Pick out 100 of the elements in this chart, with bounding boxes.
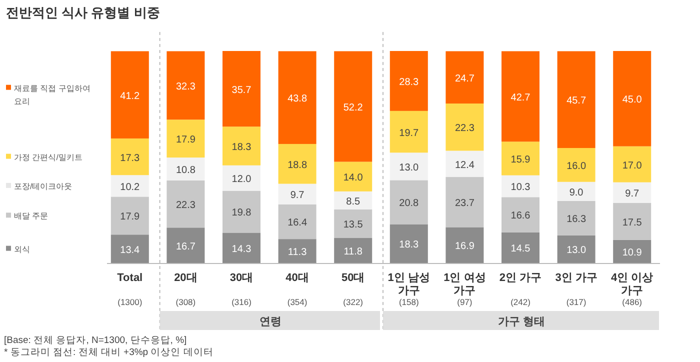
bar bbox=[613, 202, 652, 240]
data-label: 17.9 bbox=[176, 134, 196, 146]
bar bbox=[613, 240, 652, 263]
bar bbox=[390, 51, 428, 111]
bar bbox=[278, 239, 316, 263]
text: (486) bbox=[622, 297, 642, 307]
data-label: 11.3 bbox=[288, 247, 308, 258]
chart-title: 전반적인 식사 유형별 비중 bbox=[6, 5, 160, 20]
data-label: 24.7 bbox=[454, 73, 475, 84]
data-label: 9.7 bbox=[290, 190, 305, 202]
data-label: 20.8 bbox=[399, 198, 420, 210]
x-tick-label: 1인 남성 가구 bbox=[388, 272, 430, 297]
data-label: 17.3 bbox=[120, 152, 140, 164]
text: (354) bbox=[287, 297, 308, 307]
data-label: 14.5 bbox=[510, 244, 531, 255]
x-tick-label: 50대 bbox=[341, 272, 365, 284]
bar bbox=[110, 138, 149, 176]
bar bbox=[446, 177, 484, 228]
data-label: 19.7 bbox=[399, 128, 420, 139]
data-label: 17.0 bbox=[622, 160, 642, 172]
data-label: 15.9 bbox=[510, 154, 531, 166]
data-label: 35.7 bbox=[232, 84, 252, 96]
data-label: 16.7 bbox=[176, 241, 196, 252]
data-label: 23.7 bbox=[454, 198, 475, 210]
data-label: 17.5 bbox=[622, 217, 642, 228]
bar bbox=[334, 51, 372, 162]
data-label: 16.6 bbox=[510, 210, 531, 222]
bar bbox=[110, 234, 149, 263]
data-label: 13.0 bbox=[566, 245, 586, 256]
data-label: 16.0 bbox=[566, 160, 586, 172]
bar bbox=[446, 51, 484, 104]
bar bbox=[502, 175, 540, 198]
text: (158) bbox=[398, 297, 419, 307]
bar bbox=[502, 232, 540, 263]
text: (242) bbox=[510, 297, 531, 307]
bar bbox=[278, 204, 316, 240]
legend-label: 가정 간편식/밀키트 bbox=[14, 152, 82, 162]
data-label: 10.3 bbox=[510, 182, 531, 194]
data-label: 52.2 bbox=[343, 102, 364, 114]
bar bbox=[390, 224, 428, 263]
bar bbox=[166, 158, 205, 180]
data-label: 32.3 bbox=[176, 81, 196, 92]
data-label: 16.4 bbox=[288, 218, 308, 229]
data-label: 22.3 bbox=[454, 123, 475, 134]
data-label: 9.7 bbox=[625, 188, 640, 200]
data-label: 45.0 bbox=[622, 94, 642, 106]
data-label: 10.8 bbox=[176, 164, 196, 176]
bar bbox=[502, 51, 540, 142]
bar bbox=[222, 165, 260, 191]
bar bbox=[613, 146, 652, 182]
data-label: 16.9 bbox=[454, 241, 475, 252]
data-label: 13.0 bbox=[399, 162, 420, 174]
data-label: 9.0 bbox=[569, 187, 584, 198]
x-tick-label: Total bbox=[117, 272, 143, 284]
legend-label: 배달 주문 bbox=[14, 212, 48, 221]
bar bbox=[222, 51, 260, 127]
text: (316) bbox=[232, 297, 252, 307]
x-tick-label: 4인 이상 가구 bbox=[611, 272, 654, 297]
data-label: 16.3 bbox=[566, 214, 586, 226]
bar bbox=[110, 175, 149, 197]
data-label: 10.2 bbox=[120, 182, 140, 193]
data-label: 11.8 bbox=[344, 246, 363, 258]
bar bbox=[557, 51, 596, 148]
bar bbox=[110, 196, 149, 235]
bar bbox=[278, 184, 316, 204]
legend-label: 포장/테이크아웃 bbox=[14, 182, 72, 191]
bar bbox=[166, 51, 205, 120]
x-tick-label: 1인 여성 가구 bbox=[444, 272, 486, 297]
data-label: 14.3 bbox=[232, 244, 252, 255]
bar bbox=[390, 110, 428, 153]
text: * 동그라미 점선: 전체 대비 +3%p 이상인 데이터 bbox=[4, 347, 214, 358]
bar bbox=[390, 180, 428, 224]
bar bbox=[110, 51, 149, 138]
bar bbox=[222, 232, 260, 263]
text: (308) bbox=[176, 297, 196, 307]
data-label: 18.8 bbox=[288, 160, 308, 171]
x-tick-label: 40대 bbox=[286, 272, 309, 284]
bar bbox=[557, 200, 596, 236]
data-label: 43.8 bbox=[288, 94, 308, 105]
bar bbox=[166, 180, 205, 228]
x-tick-label: 30대 bbox=[230, 272, 254, 284]
bar bbox=[334, 238, 372, 263]
data-label: 8.5 bbox=[346, 196, 360, 208]
bar bbox=[557, 235, 596, 263]
text: (317) bbox=[566, 297, 586, 307]
text: [Base: 전체 응답자, N=1300, 단수응답, %] bbox=[4, 335, 187, 346]
legend-label: 재료를 직접 구입하여 요리 bbox=[14, 84, 90, 106]
bar bbox=[222, 126, 260, 166]
text: (322) bbox=[343, 297, 364, 307]
bar bbox=[446, 150, 484, 178]
text: (1300) bbox=[118, 297, 142, 307]
data-label: 19.8 bbox=[232, 208, 252, 219]
data-label: 42.7 bbox=[510, 92, 531, 104]
bar bbox=[166, 228, 205, 263]
bar bbox=[278, 51, 316, 144]
x-tick-label: 20대 bbox=[174, 272, 198, 284]
text: 가구 형태 bbox=[498, 316, 546, 328]
data-label: 12.0 bbox=[232, 174, 252, 186]
bar bbox=[446, 227, 484, 263]
data-label: 18.3 bbox=[399, 240, 420, 251]
